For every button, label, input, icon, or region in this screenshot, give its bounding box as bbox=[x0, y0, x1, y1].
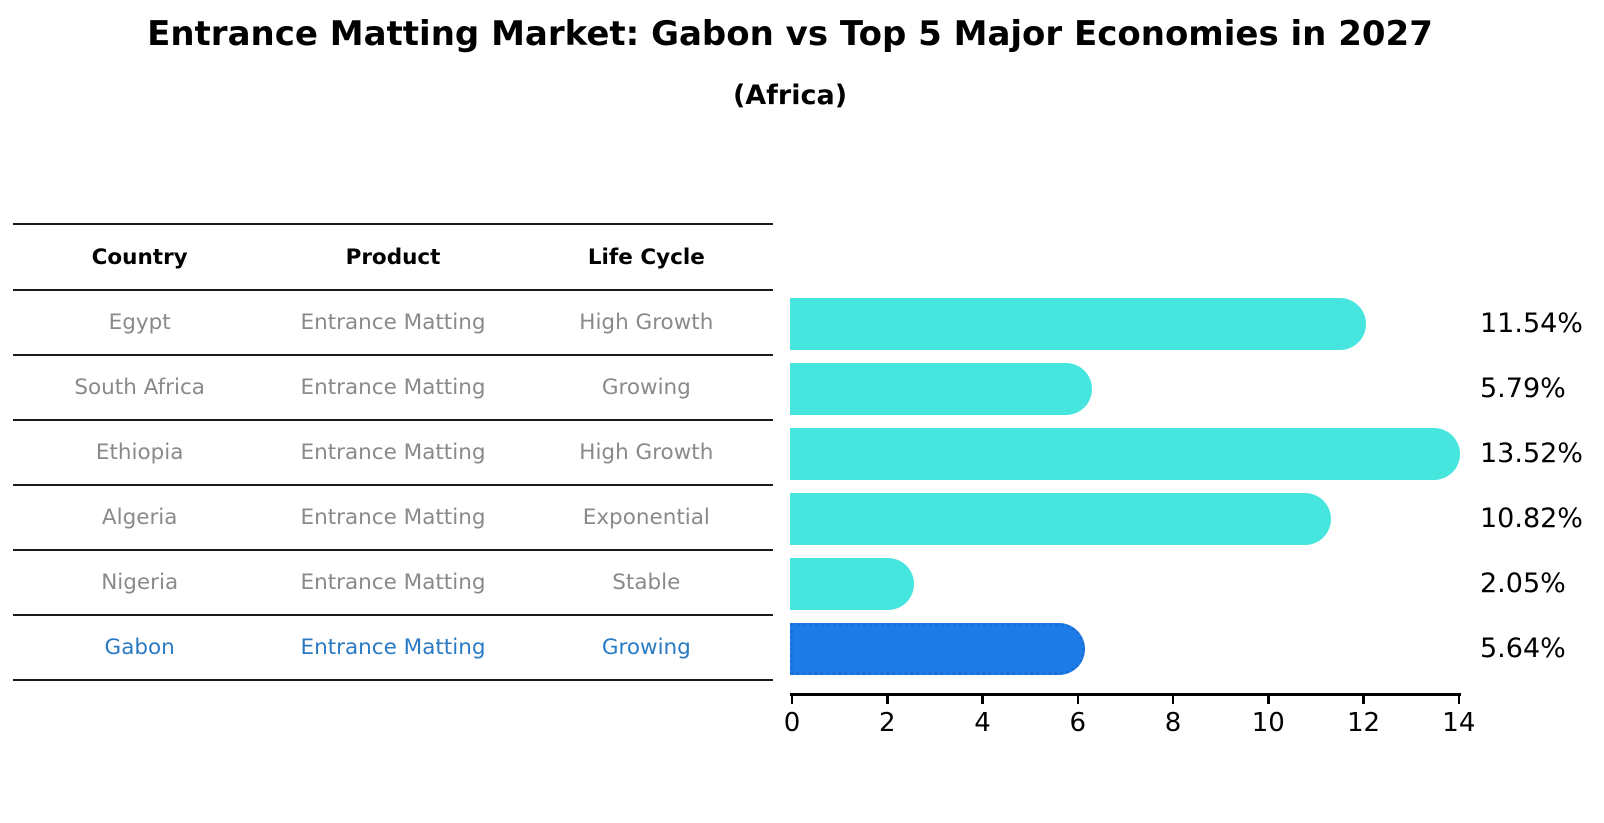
table-row-ethiopia: Ethiopia Entrance Matting High Growth bbox=[13, 421, 773, 486]
value-label-gabon: 5.64% bbox=[1480, 633, 1566, 664]
lifecycle-cell: High Growth bbox=[579, 310, 714, 335]
x-axis-tick bbox=[981, 695, 984, 704]
bar-egypt bbox=[790, 298, 1366, 350]
lifecycle-cell: Exponential bbox=[582, 505, 710, 530]
table-row-algeria: Algeria Entrance Matting Exponential bbox=[13, 486, 773, 551]
product-cell: Entrance Matting bbox=[300, 375, 486, 400]
x-axis-tick-label: 12 bbox=[1347, 708, 1381, 738]
market-table: Country Product Life Cycle Egypt Entrance… bbox=[13, 223, 773, 681]
country-cell: Algeria bbox=[101, 505, 178, 530]
value-label-ethiopia: 13.52% bbox=[1480, 438, 1583, 469]
value-label-nigeria: 2.05% bbox=[1480, 568, 1566, 599]
country-cell: Nigeria bbox=[101, 570, 179, 595]
x-axis-tick-label: 2 bbox=[878, 708, 896, 738]
x-axis-tick bbox=[1076, 695, 1080, 704]
table-body: Egypt Entrance Matting High Growth South Af… bbox=[13, 291, 773, 681]
x-axis-tick-label: 14 bbox=[1442, 708, 1476, 738]
x-axis-line bbox=[790, 693, 1461, 696]
x-axis-tick-label: 4 bbox=[974, 708, 991, 738]
bar-nigeria bbox=[790, 558, 914, 610]
x-axis-tick bbox=[886, 695, 889, 704]
product-cell: Entrance Matting bbox=[300, 570, 486, 595]
x-axis-tick-label: 6 bbox=[1069, 708, 1087, 738]
header-cell-product: Product bbox=[345, 244, 441, 270]
x-axis-tick bbox=[1267, 695, 1270, 704]
product-cell: Entrance Matting bbox=[300, 505, 486, 530]
product-cell: Entrance Matting bbox=[300, 440, 486, 465]
bar-algeria bbox=[790, 493, 1332, 545]
lifecycle-cell: Growing bbox=[601, 635, 691, 660]
x-axis-tick-label: 0 bbox=[783, 708, 801, 738]
x-axis-tick-label: 10 bbox=[1251, 708, 1285, 738]
value-label-algeria: 10.82% bbox=[1480, 503, 1583, 534]
table-row-gabon: Gabon Entrance Matting Growing bbox=[13, 616, 773, 681]
x-axis-tick bbox=[1171, 695, 1175, 704]
country-cell: Ethiopia bbox=[95, 440, 184, 465]
country-cell: South Africa bbox=[74, 375, 205, 400]
bar-ethiopia bbox=[790, 428, 1460, 480]
table-row-egypt: Egypt Entrance Matting High Growth bbox=[13, 291, 773, 356]
table-header: Country Product Life Cycle bbox=[13, 223, 773, 291]
x-axis-tick bbox=[1362, 695, 1365, 704]
table-row-nigeria: Nigeria Entrance Matting Stable bbox=[13, 551, 773, 616]
bar-south-africa bbox=[790, 363, 1092, 415]
page-title: Entrance Matting Market: Gabon vs Top 5 … bbox=[147, 14, 1433, 54]
lifecycle-cell: Stable bbox=[612, 570, 681, 595]
lifecycle-cell: Growing bbox=[601, 375, 691, 400]
country-cell: Egypt bbox=[108, 310, 171, 335]
bar-gabon bbox=[790, 623, 1085, 675]
value-label-south-africa: 5.79% bbox=[1480, 373, 1566, 404]
x-axis-tick-label: 8 bbox=[1164, 708, 1182, 738]
x-axis-tick bbox=[790, 695, 794, 704]
x-axis-tick bbox=[1457, 695, 1461, 704]
product-cell: Entrance Matting bbox=[300, 635, 486, 660]
value-label-egypt: 11.54% bbox=[1480, 308, 1583, 339]
country-cell: Gabon bbox=[104, 635, 175, 660]
lifecycle-cell: High Growth bbox=[579, 440, 714, 465]
header-cell-country: Country bbox=[91, 244, 188, 270]
table-row-south-africa: South Africa Entrance Matting Growing bbox=[13, 356, 773, 421]
header-cell-lifecycle: Life Cycle bbox=[587, 244, 705, 270]
product-cell: Entrance Matting bbox=[300, 310, 486, 335]
page-subtitle: (Africa) bbox=[732, 80, 848, 111]
